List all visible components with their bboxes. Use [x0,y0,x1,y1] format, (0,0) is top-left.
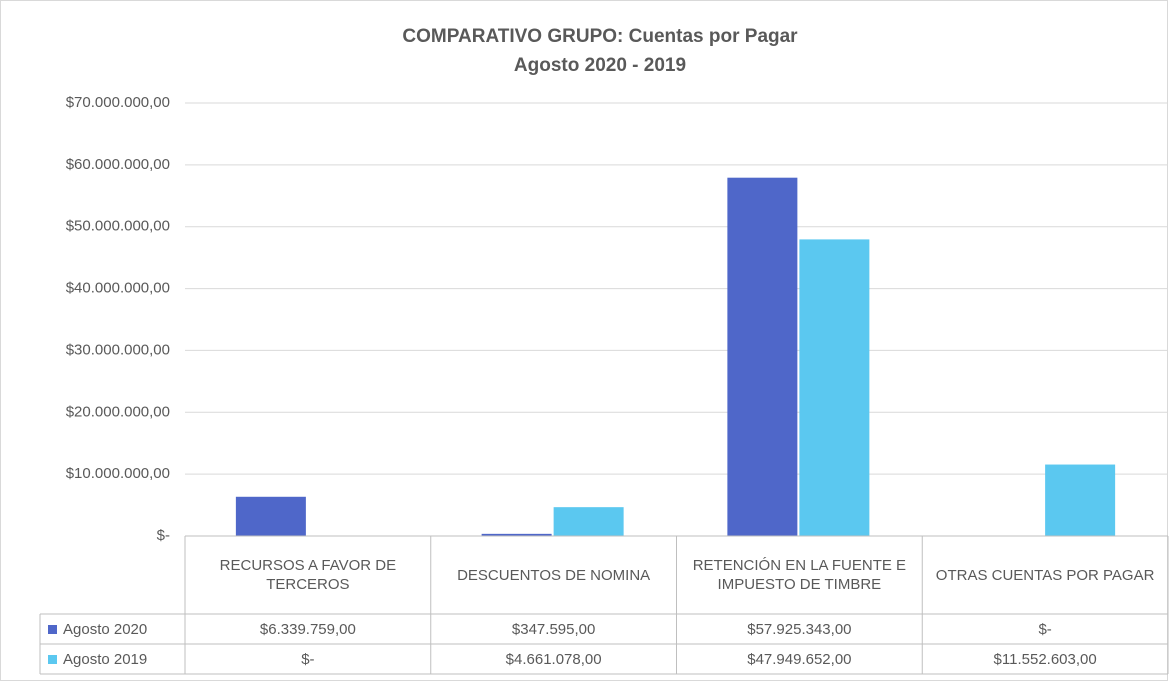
chart-title: COMPARATIVO GRUPO: Cuentas por Pagar [402,26,798,47]
legend-label: Agosto 2019 [63,650,148,668]
y-tick-label: $50.000.000,00 [66,218,170,235]
category-label-text: RETENCIÓN EN LA FUENTE E IMPUESTO DE TIM… [692,557,907,593]
data-label-text: $6.339.759,00 [259,620,356,638]
data-label-text: $4.661.078,00 [505,650,602,668]
y-tick-label: $70.000.000,00 [66,94,170,111]
data-label: $47.949.652,00 [677,644,923,674]
data-label-text: $- [301,650,315,668]
data-label: $- [922,614,1168,644]
legend-swatch [48,624,57,634]
bar [481,533,552,536]
y-tick-label: $- [157,527,170,544]
y-tick-label: $40.000.000,00 [66,280,170,297]
y-tick-label: $60.000.000,00 [66,156,170,173]
y-tick-label: $10.000.000,00 [66,465,170,482]
y-tick-label: $30.000.000,00 [66,341,170,358]
y-tick-label: $20.000.000,00 [66,403,170,420]
chart-subtitle: Agosto 2020 - 2019 [514,55,686,76]
data-label-text: $47.949.652,00 [747,650,852,668]
data-label-text: $347.595,00 [511,620,596,638]
bar [799,239,870,536]
bar [1045,464,1116,536]
category-label: RECURSOS A FAVOR DE TERCEROS [185,536,431,614]
data-label: $- [185,644,431,674]
data-label: $57.925.343,00 [677,614,923,644]
legend-label: Agosto 2020 [63,620,148,638]
data-label-text: $57.925.343,00 [747,620,852,638]
legend-entry: Agosto 2020 [40,614,185,644]
category-label: DESCUENTOS DE NOMINA [431,536,677,614]
category-label-text: RECURSOS A FAVOR DE TERCEROS [219,557,397,593]
category-label: OTRAS CUENTAS POR PAGAR [922,536,1168,614]
bar [235,496,306,536]
bar [553,507,624,536]
category-label-text: DESCUENTOS DE NOMINA [457,566,651,584]
category-label: RETENCIÓN EN LA FUENTE E IMPUESTO DE TIM… [677,536,923,614]
data-label: $347.595,00 [431,614,677,644]
data-label-text: $11.552.603,00 [993,650,1097,668]
data-label: $4.661.078,00 [431,644,677,674]
category-label-text: OTRAS CUENTAS POR PAGAR [935,566,1155,584]
data-label-text: $- [1038,620,1052,638]
bar [727,177,798,537]
data-label: $6.339.759,00 [185,614,431,644]
legend-swatch [48,654,57,664]
data-label: $11.552.603,00 [922,644,1168,674]
legend-entry: Agosto 2019 [40,644,185,674]
